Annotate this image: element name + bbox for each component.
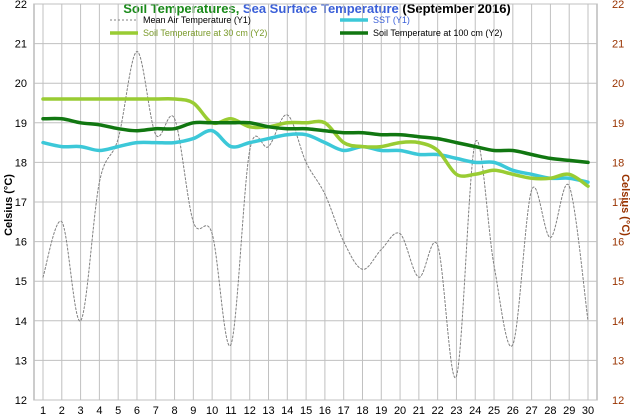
x-tick: 5 <box>115 405 121 417</box>
x-tick: 16 <box>319 405 331 417</box>
title-part3: (September 2016) <box>399 1 511 16</box>
y-tick-left: 17 <box>15 197 27 209</box>
legend-label: Soil Temperature at 30 cm (Y2) <box>143 28 267 38</box>
title-part2: Sea Surface Temperature <box>243 1 399 16</box>
x-tick: 13 <box>262 405 274 417</box>
x-tick: 29 <box>563 405 575 417</box>
y-tick-right: 18 <box>612 157 624 169</box>
legend-label: Soil Temperature at 100 cm (Y2) <box>373 28 502 38</box>
y-tick-left: 20 <box>15 78 27 90</box>
x-tick: 1 <box>40 405 46 417</box>
x-tick: 6 <box>134 405 140 417</box>
y-tick-right: 21 <box>612 39 624 51</box>
x-tick: 12 <box>244 405 256 417</box>
y-tick-left: 14 <box>15 316 27 328</box>
x-tick: 19 <box>375 405 387 417</box>
y-tick-left: 19 <box>15 118 27 130</box>
y-tick-left: 22 <box>15 0 27 11</box>
y-tick-left: 16 <box>15 237 27 249</box>
x-tick: 21 <box>413 405 425 417</box>
x-tick: 24 <box>469 405 481 417</box>
y-tick-right: 19 <box>612 118 624 130</box>
x-tick: 3 <box>78 405 84 417</box>
y-tick-left: 15 <box>15 276 27 288</box>
x-tick: 28 <box>544 405 556 417</box>
x-tick: 11 <box>225 405 236 417</box>
x-tick: 18 <box>356 405 368 417</box>
chart-title: Soil Temperatures, Sea Surface Temperatu… <box>123 1 511 16</box>
x-tick: 9 <box>190 405 196 417</box>
y-tick-right: 12 <box>612 395 624 407</box>
y-tick-right: 20 <box>612 78 624 90</box>
y-tick-right: 17 <box>612 197 624 209</box>
grid-layer <box>34 3 597 401</box>
series-mean-air-temperature <box>42 50 589 379</box>
y-tick-right: 14 <box>612 316 624 328</box>
series-soil-100cm <box>41 116 590 165</box>
x-tick: 7 <box>153 405 159 417</box>
x-tick: 15 <box>300 405 312 417</box>
title-part1: Soil Temperatures, <box>123 1 243 16</box>
y-tick-left: 13 <box>15 355 27 367</box>
x-tick: 17 <box>338 405 350 417</box>
x-tick: 2 <box>59 405 65 417</box>
y-tick-left: 12 <box>15 395 27 407</box>
y-tick-left: 21 <box>15 39 27 51</box>
series-soil-30cm <box>41 96 590 188</box>
y-axis-left-label: Celsius (°C) <box>3 174 15 236</box>
x-tick: 30 <box>582 405 594 417</box>
x-tick: 23 <box>450 405 462 417</box>
y-tick-right: 16 <box>612 237 624 249</box>
x-tick: 25 <box>488 405 500 417</box>
y-tick-left: 18 <box>15 157 27 169</box>
x-tick: 4 <box>96 405 102 417</box>
x-tick: 8 <box>171 405 177 417</box>
x-tick: 26 <box>507 405 519 417</box>
y-axis-right-label: Celsius (°C) <box>619 174 631 236</box>
y-tick-right: 15 <box>612 276 624 288</box>
x-tick: 20 <box>394 405 406 417</box>
y-tick-right: 22 <box>612 0 624 11</box>
y-tick-right: 13 <box>612 355 624 367</box>
legend-label: SST (Y1) <box>373 15 410 25</box>
legend: Mean Air Temperature (Y1) SST (Y1) Soil Te… <box>110 15 502 38</box>
x-tick: 10 <box>206 405 218 417</box>
x-tick: 27 <box>525 405 537 417</box>
x-tick: 22 <box>432 405 444 417</box>
series-layer <box>41 50 590 379</box>
x-tick: 14 <box>281 405 293 417</box>
legend-label: Mean Air Temperature (Y1) <box>143 15 251 25</box>
series-sst <box>41 128 590 184</box>
